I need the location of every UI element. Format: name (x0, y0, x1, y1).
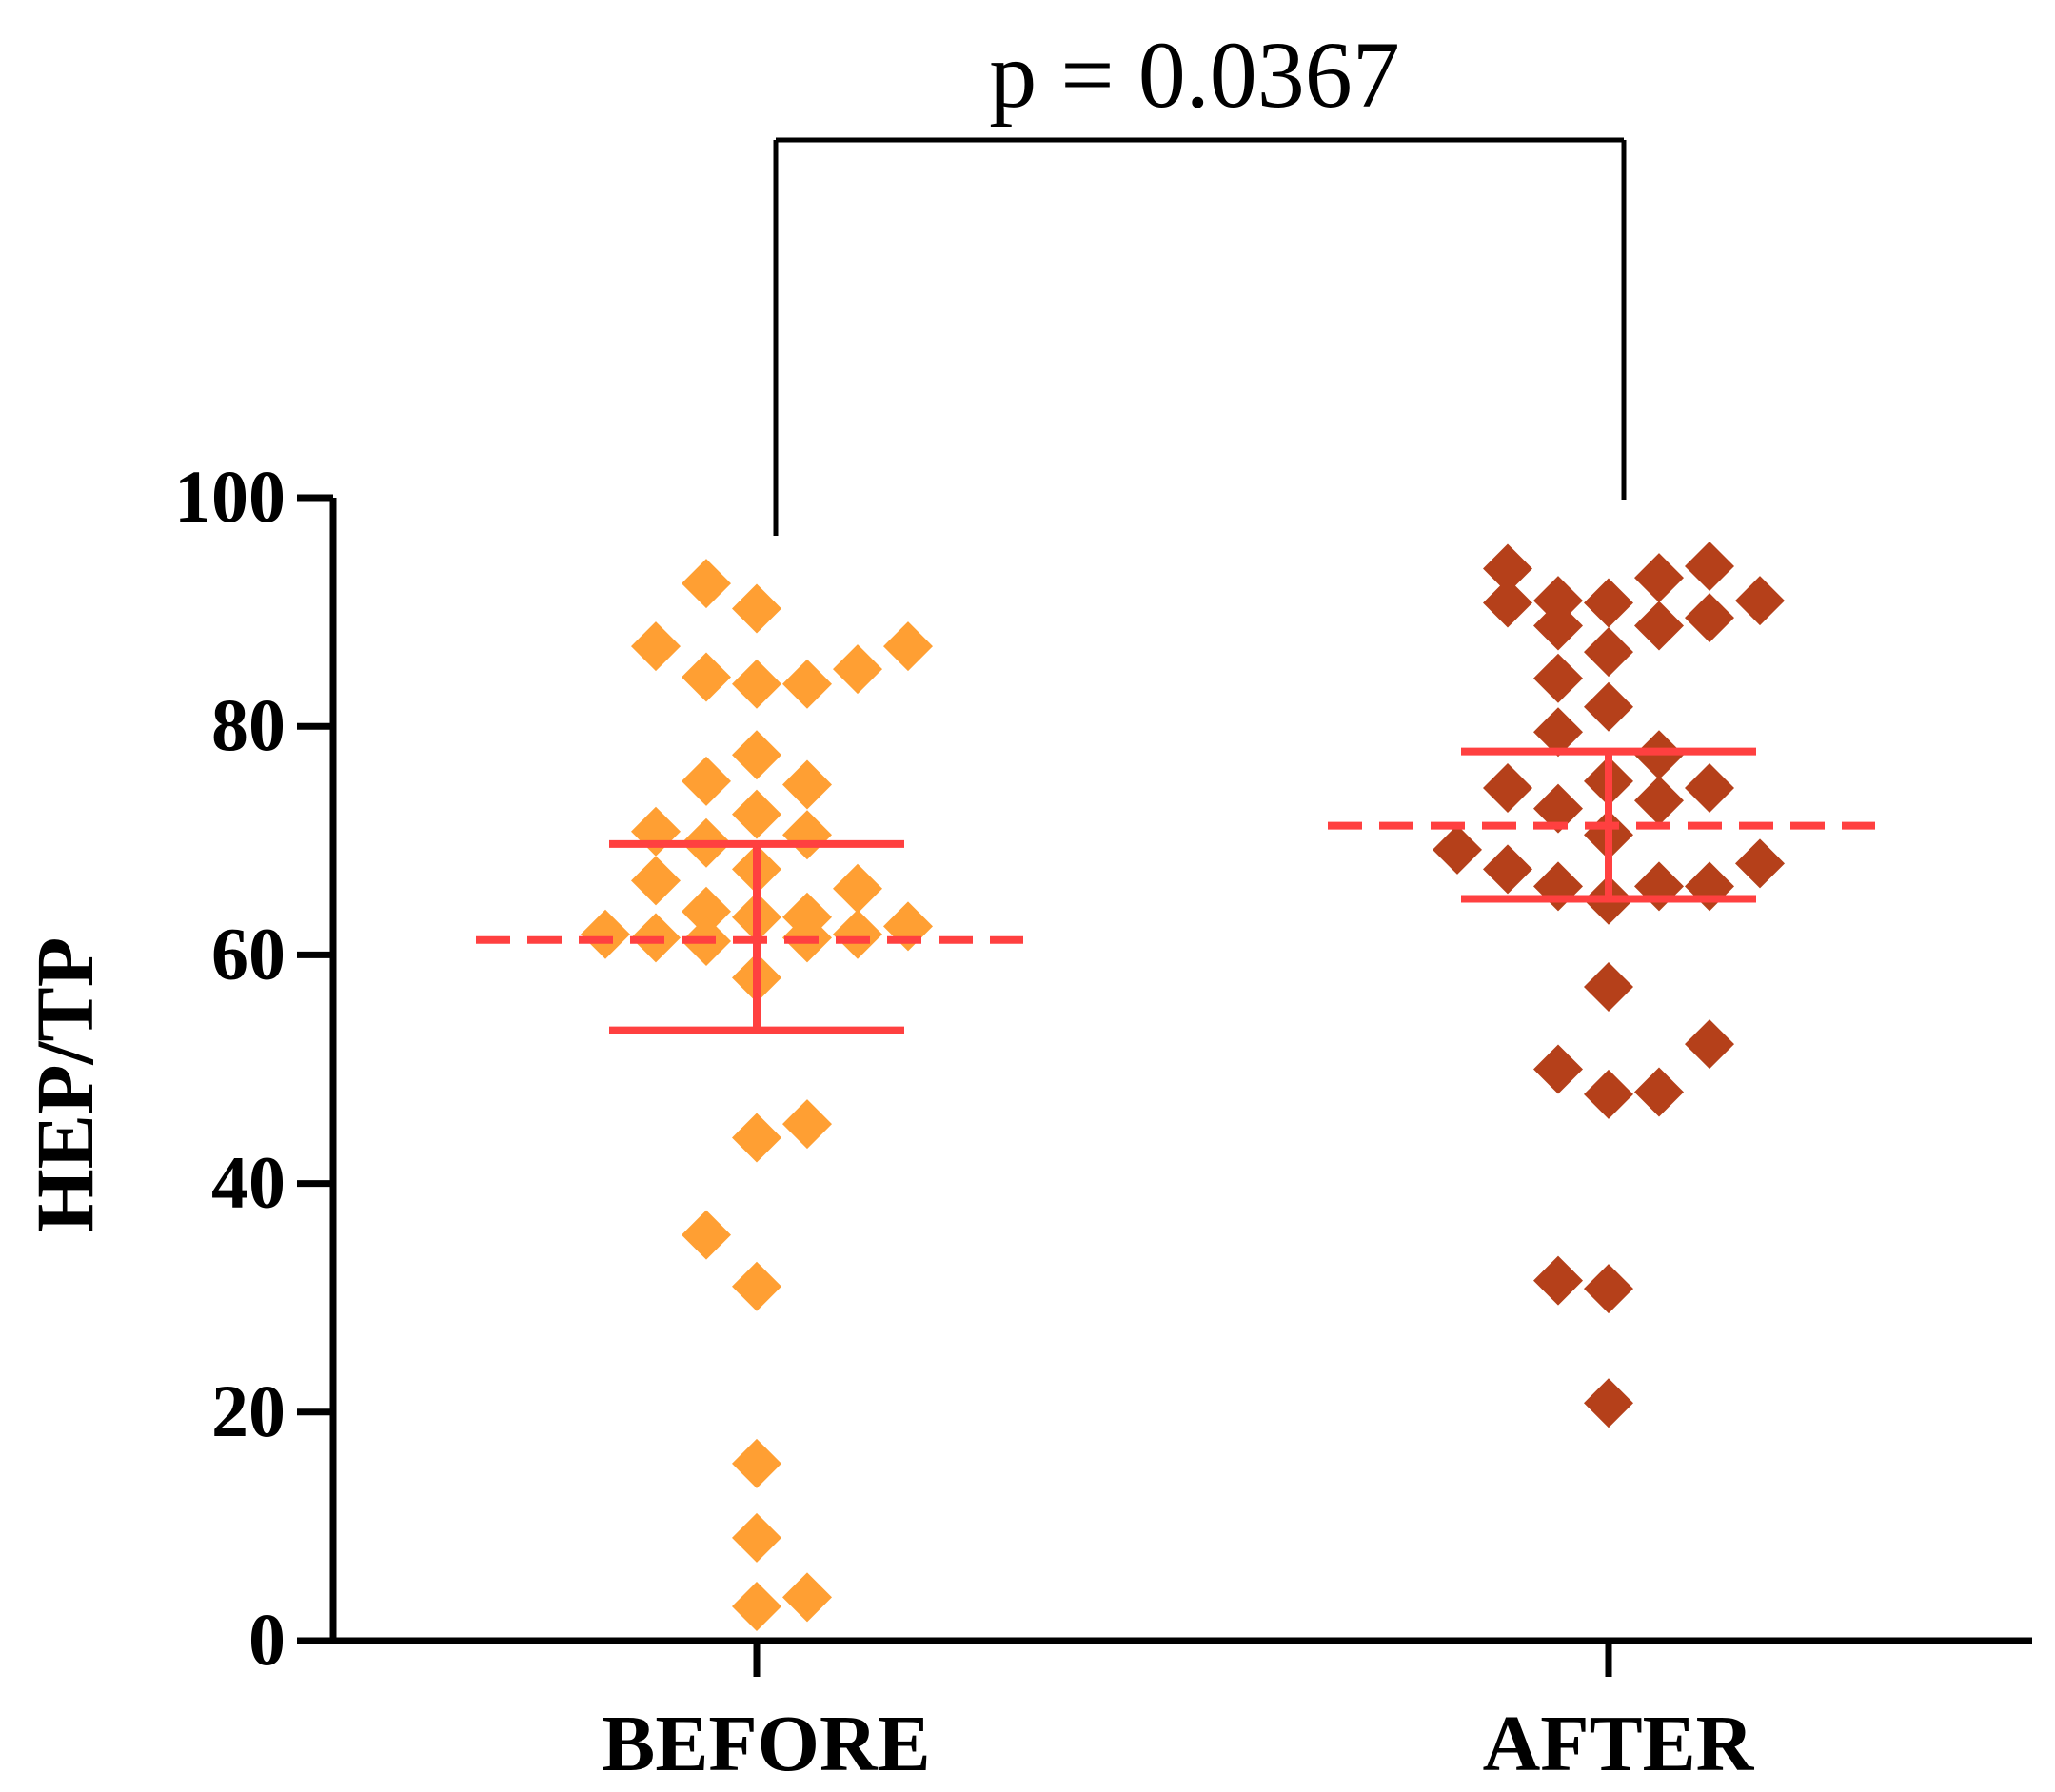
y-tick-label-60: 60 (211, 912, 286, 994)
data-point-after-23 (1735, 838, 1785, 889)
significance-annotation-group (773, 137, 1627, 536)
data-point-before-22 (581, 909, 630, 959)
data-point-before-30 (682, 1210, 731, 1260)
data-point-before-3 (883, 621, 933, 672)
data-point-after-13 (1533, 707, 1583, 758)
data-point-after-35 (1584, 1378, 1633, 1428)
data-point-after-28 (1584, 962, 1633, 1013)
y-tick-label-0: 0 (248, 1598, 286, 1681)
data-points-group (476, 542, 1875, 1631)
data-point-before-28 (732, 1113, 781, 1163)
x-tick-label-before: BEFORE (602, 1700, 930, 1787)
data-point-after-22 (1483, 844, 1532, 895)
data-point-after-6 (1735, 576, 1785, 626)
data-point-after-9 (1685, 593, 1734, 643)
data-point-before-7 (833, 644, 882, 695)
data-point-before-17 (833, 863, 882, 914)
y-tick-label-100: 100 (174, 455, 286, 538)
data-point-after-29 (1685, 1019, 1734, 1070)
data-point-before-10 (782, 759, 832, 810)
data-point-before-35 (782, 1572, 832, 1623)
data-point-after-0 (1483, 543, 1532, 594)
data-point-after-8 (1634, 601, 1684, 651)
data-point-after-31 (1584, 1069, 1633, 1119)
y-tick-label-20: 20 (211, 1369, 286, 1452)
data-point-after-7 (1533, 601, 1583, 651)
data-point-before-9 (682, 756, 731, 806)
y-tick-label-40: 40 (211, 1141, 286, 1224)
data-point-before-26 (833, 909, 882, 959)
data-point-before-5 (732, 659, 781, 709)
data-point-before-29 (782, 1099, 832, 1150)
data-point-after-30 (1533, 1044, 1583, 1094)
data-point-after-26 (1685, 861, 1734, 912)
data-point-before-0 (682, 559, 731, 609)
data-point-after-25 (1634, 861, 1684, 912)
data-point-after-34 (1584, 1264, 1633, 1314)
data-point-before-6 (782, 659, 832, 709)
x-tick-label-after: AFTER (1483, 1700, 1755, 1787)
data-point-after-4 (1533, 576, 1583, 626)
data-point-before-1 (732, 583, 781, 634)
data-point-after-5 (1584, 578, 1633, 628)
data-point-after-33 (1533, 1255, 1583, 1306)
data-point-before-18 (682, 886, 731, 936)
data-point-before-12 (631, 806, 681, 857)
data-point-after-32 (1634, 1067, 1684, 1117)
data-point-after-10 (1584, 627, 1633, 678)
data-point-before-16 (631, 856, 681, 906)
data-point-after-1 (1634, 553, 1684, 603)
data-point-after-2 (1685, 542, 1734, 592)
data-point-before-32 (732, 1438, 781, 1488)
y-axis-label: HEP/TP (19, 937, 110, 1233)
data-point-after-12 (1584, 681, 1633, 732)
data-point-before-2 (631, 621, 681, 672)
data-point-after-11 (1533, 653, 1583, 703)
data-point-before-4 (682, 652, 731, 702)
data-point-after-24 (1533, 861, 1583, 912)
data-point-after-3 (1483, 578, 1532, 628)
data-point-after-21 (1433, 824, 1482, 875)
data-point-before-14 (782, 810, 832, 860)
data-point-before-34 (732, 1581, 781, 1631)
p-value-annotation: p = 0.0367 (989, 22, 1399, 128)
y-tick-label-80: 80 (211, 683, 286, 766)
data-point-before-33 (732, 1512, 781, 1563)
data-point-before-31 (732, 1261, 781, 1311)
labels-group: HEP/TP p = 0.0367 0 20 40 60 80 100 BEFORE AFTE… (19, 22, 1755, 1788)
data-point-after-17 (1685, 763, 1734, 814)
data-point-after-16 (1483, 763, 1532, 814)
data-point-after-19 (1533, 783, 1583, 834)
data-point-after-18 (1634, 776, 1684, 826)
axes-group (297, 494, 2032, 1677)
data-point-before-11 (732, 789, 781, 839)
data-point-before-8 (732, 730, 781, 780)
